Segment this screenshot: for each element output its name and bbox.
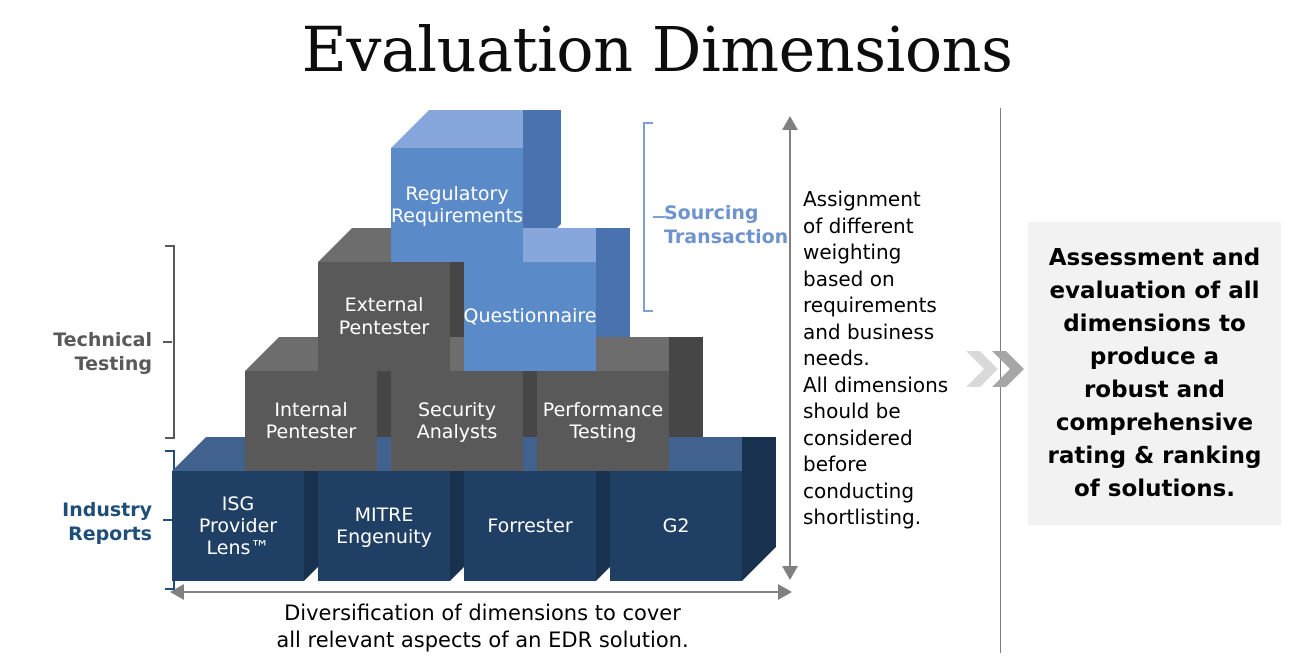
page-title: Evaluation Dimensions: [301, 13, 1013, 86]
arrow-shaft: [789, 126, 791, 570]
arrow-head-left-icon: [170, 584, 184, 600]
block-mitre-engenuity[interactable]: MITRE Engenuity: [318, 437, 484, 581]
block-regulatory-requirements[interactable]: Regulatory Requirements: [391, 110, 561, 262]
block-label: Forrester: [464, 471, 596, 581]
block-forrester[interactable]: Forrester: [464, 437, 630, 581]
horizontal-dimension-arrow: [170, 583, 792, 601]
block-g2[interactable]: G2: [610, 437, 776, 581]
bracket-sourcing-transaction: [643, 122, 665, 312]
bracket-bottom-tick: [165, 437, 175, 439]
group-label-technical-testing: Technical Testing: [53, 329, 152, 375]
cube-top-face: [391, 110, 523, 148]
arrow-shaft: [180, 591, 782, 593]
group-label-sourcing-transaction: Sourcing Transaction: [664, 202, 789, 248]
block-label: ISG Provider Lens™: [172, 471, 304, 581]
block-label: G2: [610, 471, 742, 581]
group-label-industry-reports: Industry Reports: [62, 499, 152, 545]
block-external-pentester[interactable]: External Pentester: [318, 228, 484, 371]
vertical-dimension-arrow: [778, 116, 802, 580]
block-label: Internal Pentester: [245, 371, 377, 471]
block-isg-provider-lens[interactable]: ISG Provider Lens™: [172, 437, 338, 581]
block-questionnaire[interactable]: Questionnaire: [463, 228, 630, 371]
cube-side-face: [742, 437, 776, 581]
arrow-head-right-icon: [778, 584, 792, 600]
bracket-technical-testing: [163, 245, 177, 439]
bracket-mid-tick: [163, 519, 172, 521]
arrow-head-up-icon: [782, 116, 798, 130]
bracket-top-tick: [643, 122, 653, 124]
block-label: Performance Testing: [537, 371, 669, 471]
weighting-note: Assignment of different weighting based …: [803, 187, 949, 529]
summary-text: Assessment and evaluation of all dimensi…: [1047, 244, 1262, 502]
block-label: MITRE Engenuity: [318, 471, 450, 581]
arrow-head-down-icon: [782, 566, 798, 580]
summary-card: Assessment and evaluation of all dimensi…: [1028, 222, 1281, 525]
diversification-caption: Diversification of dimensions to cover a…: [276, 601, 689, 652]
bracket-mid-tick: [163, 341, 172, 343]
block-internal-pentester[interactable]: Internal Pentester: [245, 337, 411, 471]
bracket-top-tick: [165, 245, 175, 247]
block-label: Regulatory Requirements: [391, 148, 523, 262]
bracket-mid-tick: [653, 216, 665, 218]
block-label: Questionnaire: [463, 262, 597, 371]
double-chevron-right-icon: [966, 345, 1028, 393]
block-label: External Pentester: [318, 262, 450, 371]
bracket-top-tick: [165, 450, 175, 452]
bracket-spine: [173, 245, 175, 439]
block-label: Security Analysts: [391, 371, 523, 471]
bracket-bottom-tick: [643, 310, 653, 312]
block-security-analysts[interactable]: Security Analysts: [391, 337, 557, 471]
bracket-spine: [643, 122, 645, 312]
block-performance-testing[interactable]: Performance Testing: [537, 337, 703, 471]
